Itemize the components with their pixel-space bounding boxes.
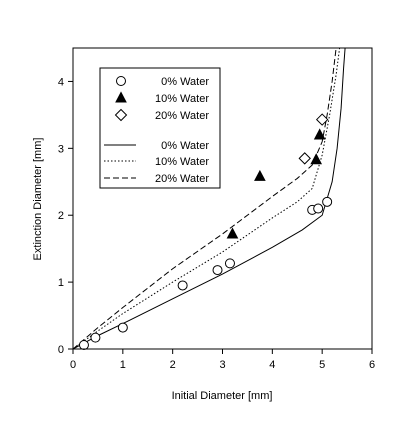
y-axis-title: Extinction Diameter [mm]	[32, 138, 44, 261]
series-points-triangle	[226, 128, 326, 239]
legend-label: 10% Water	[155, 156, 209, 168]
legend-label: 20% Water	[155, 110, 209, 122]
data-point-circle	[78, 339, 89, 350]
y-tick-label: 0	[58, 344, 64, 356]
legend-label: 20% Water	[155, 173, 209, 185]
legend-label: 0% Water	[161, 76, 209, 88]
data-point-triangle	[313, 128, 326, 140]
legend-label: 10% Water	[155, 93, 209, 105]
data-point-circle	[313, 203, 324, 214]
plot-area	[73, 48, 346, 350]
y-axis: 0 1 2 3 4	[58, 76, 73, 356]
data-point-circle	[90, 332, 101, 343]
y-tick-label: 4	[58, 76, 64, 88]
x-tick-label: 1	[120, 359, 126, 371]
x-axis-title: Initial Diameter [mm]	[172, 390, 273, 402]
data-point-circle	[224, 258, 235, 269]
data-point-diamond	[298, 152, 311, 165]
data-point-diamond	[315, 113, 329, 126]
data-point-circle	[322, 196, 333, 207]
legend-box	[99, 67, 221, 189]
x-tick-label: 3	[219, 359, 225, 371]
legend: 0% Water 10% Water 20% Water 0% Water 10% Wa…	[99, 67, 221, 189]
series-line-dashed	[73, 48, 337, 349]
data-point-triangle	[226, 227, 239, 239]
data-point-triangle	[310, 153, 323, 165]
y-tick-label: 1	[58, 277, 64, 289]
data-point-circle	[212, 265, 223, 276]
series-line-dotted	[73, 48, 341, 349]
x-axis: 0 1 2 3 4 5 6	[70, 349, 375, 371]
data-point-circle	[177, 280, 188, 291]
x-tick-label: 4	[269, 359, 275, 371]
x-tick-label: 6	[369, 359, 375, 371]
legend-marker-diamond	[114, 108, 128, 122]
data-point-triangle	[254, 169, 266, 181]
y-tick-label: 2	[58, 210, 64, 222]
series-points-diamond	[298, 113, 329, 165]
y-tick-label: 3	[58, 143, 64, 155]
x-tick-label: 5	[319, 359, 325, 371]
x-tick-label: 0	[70, 359, 76, 371]
legend-marker-circle	[116, 76, 126, 86]
legend-label: 0% Water	[161, 140, 209, 152]
data-point-circle	[117, 322, 128, 333]
legend-marker-triangle	[115, 91, 127, 103]
x-tick-label: 2	[170, 359, 176, 371]
